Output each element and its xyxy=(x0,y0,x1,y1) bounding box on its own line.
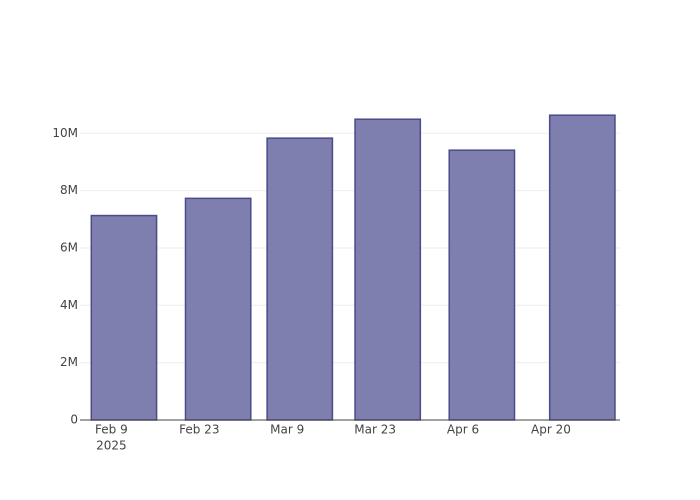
bar xyxy=(448,149,516,421)
bar xyxy=(266,137,334,421)
y-tick-label: 0 xyxy=(70,413,78,427)
x-tick-label: Feb 9 xyxy=(95,423,128,437)
bar xyxy=(548,114,616,421)
bar xyxy=(354,118,422,421)
y-tick-label: 2M xyxy=(60,355,78,369)
y-tick-label: 10M xyxy=(52,126,78,140)
x-tick-label: Mar 23 xyxy=(354,423,396,437)
bar xyxy=(184,197,252,421)
x-tick-label: Apr 20 xyxy=(531,423,571,437)
y-tick-label: 8M xyxy=(60,183,78,197)
x-tick-label: Mar 9 xyxy=(270,423,304,437)
y-tick-label: 4M xyxy=(60,298,78,312)
bar xyxy=(90,214,158,421)
x-tick-label: Apr 6 xyxy=(447,423,479,437)
x-year-label: 2025 xyxy=(96,439,127,453)
y-tick-label: 6M xyxy=(60,240,78,254)
x-tick-label: Feb 23 xyxy=(179,423,219,437)
